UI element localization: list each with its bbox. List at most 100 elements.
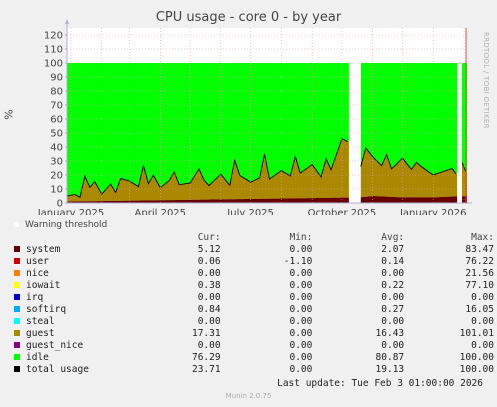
- cur-value: 23.71: [191, 364, 221, 375]
- warning-threshold-label: Warning threshold: [14, 220, 107, 230]
- series-name: guest_nice: [26, 340, 84, 351]
- series-name: iowait: [26, 280, 61, 291]
- y-tick-label: 40: [50, 143, 63, 154]
- y-tick-label: 70: [50, 101, 63, 112]
- stats-row-softirq: softirq 0.84 0.00 0.27 16.05: [14, 304, 494, 316]
- series-name: irq: [26, 292, 44, 303]
- series-name: idle: [26, 352, 49, 363]
- avg-value: 19.13: [375, 364, 405, 375]
- stats-row-user: user 0.06 -1.10 0.14 76.22: [14, 256, 494, 268]
- avg-value: 2.07: [381, 244, 405, 255]
- cur-value: 0.00: [197, 340, 221, 351]
- rrdtool-watermark: RRDTOOL / TOBI OETIKER: [482, 32, 490, 129]
- min-value: 0.00: [289, 304, 313, 315]
- max-value: 0.00: [471, 316, 494, 327]
- y-tick-label: 80: [50, 87, 63, 98]
- min-value: -1.10: [283, 256, 313, 267]
- stats-row-guest-nice: guest_nice 0.00 0.00 0.00 0.00: [14, 340, 494, 352]
- stats-header-cur: Cur:: [197, 232, 221, 243]
- total-usage-line: [461, 162, 467, 173]
- y-tick-label: 110: [44, 45, 63, 56]
- y-tick-label: 60: [50, 115, 63, 126]
- system-area: [360, 196, 458, 203]
- stats-header-max: Max:: [471, 232, 494, 243]
- cur-value: 5.12: [197, 244, 221, 255]
- y-tick-label: 50: [50, 129, 63, 140]
- cur-value: 17.31: [191, 328, 221, 339]
- swatch-irq: [14, 294, 20, 300]
- x-tick-label: July 2025: [226, 208, 274, 215]
- series-name: steal: [26, 316, 55, 327]
- guest-area: [67, 138, 349, 202]
- stats-table: Cur: Min: Avg: Max: system 5.12 0.00 2.0…: [14, 232, 494, 376]
- cur-value: 0.00: [197, 316, 221, 327]
- swatch-nice: [14, 270, 20, 276]
- stats-row-nice: nice 0.00 0.00 0.00 21.56: [14, 268, 494, 280]
- stats-row-idle: idle 76.29 0.00 80.87 100.00: [14, 352, 494, 364]
- min-value: 0.00: [289, 268, 313, 279]
- last-update: Last update: Tue Feb 3 01:00:00 2026: [277, 378, 483, 389]
- avg-value: 0.00: [381, 292, 405, 303]
- avg-value: 0.00: [381, 316, 405, 327]
- stats-row-iowait: iowait 0.38 0.00 0.22 77.10: [14, 280, 494, 292]
- x-tick-label: January 2026: [399, 208, 467, 215]
- min-value: 0.00: [289, 340, 313, 351]
- warning-threshold-swatch: [14, 222, 19, 227]
- cur-value: 0.00: [197, 268, 221, 279]
- max-value: 101.01: [459, 328, 494, 339]
- avg-value: 0.22: [381, 280, 405, 291]
- cpu-usage-chart: 0 10 20 30 40 50 60 70 80 90 100 110 120 January 2025…: [37, 19, 472, 215]
- stats-header-min: Min:: [289, 232, 313, 243]
- series-name: guest: [26, 328, 55, 339]
- swatch-guest: [14, 330, 20, 336]
- min-value: 0.00: [289, 280, 313, 291]
- max-value: 100.00: [459, 352, 494, 363]
- stats-header-name: [14, 232, 150, 244]
- y-axis-arrow: [65, 19, 69, 24]
- max-value: 21.56: [465, 268, 494, 279]
- stats-header-row: Cur: Min: Avg: Max:: [14, 232, 494, 244]
- swatch-user: [14, 258, 20, 264]
- cur-value: 0.06: [197, 256, 221, 267]
- idle-area: [67, 63, 349, 198]
- cur-value: 0.84: [197, 304, 221, 315]
- series-name: softirq: [26, 304, 67, 315]
- guest-area: [360, 147, 458, 198]
- swatch-total-usage: [14, 366, 20, 372]
- series-name: system: [26, 244, 61, 255]
- y-tick-label: 0: [57, 199, 63, 210]
- cur-value: 0.38: [197, 280, 221, 291]
- y-tick-label: 100: [44, 59, 63, 70]
- series-name: nice: [26, 268, 49, 279]
- warning-threshold-text: Warning threshold: [25, 220, 108, 230]
- stats-row-system: system 5.12 0.00 2.07 83.47: [14, 244, 494, 256]
- y-tick-label: 90: [50, 73, 63, 84]
- munin-version: Munin 2.0.75: [225, 392, 272, 400]
- y-tick-label: 120: [44, 31, 63, 42]
- swatch-system: [14, 246, 20, 252]
- avg-value: 16.43: [375, 328, 405, 339]
- stats-row-irq: irq 0.00 0.00 0.00 0.00: [14, 292, 494, 304]
- stats-row-steal: steal 0.00 0.00 0.00 0.00: [14, 316, 494, 328]
- min-value: 0.00: [289, 352, 313, 363]
- avg-value: 80.87: [375, 352, 405, 363]
- stats-header-avg: Avg:: [381, 232, 405, 243]
- avg-value: 0.14: [381, 256, 405, 267]
- x-tick-label: January 2025: [37, 208, 105, 215]
- max-value: 83.47: [465, 244, 494, 255]
- max-value: 0.00: [471, 292, 494, 303]
- max-value: 16.05: [465, 304, 494, 315]
- cur-value: 76.29: [191, 352, 221, 363]
- avg-value: 0.27: [381, 304, 405, 315]
- min-value: 0.00: [289, 328, 313, 339]
- min-value: 0.00: [289, 316, 313, 327]
- chart-title: CPU usage - core 0 - by year: [155, 10, 342, 25]
- max-value: 100.00: [459, 364, 494, 375]
- stats-row-guest: guest 17.31 0.00 16.43 101.01: [14, 328, 494, 340]
- y-tick-label: 10: [50, 185, 63, 196]
- swatch-steal: [14, 318, 20, 324]
- swatch-softirq: [14, 306, 20, 312]
- max-value: 76.22: [465, 256, 494, 267]
- series-name: user: [26, 256, 49, 267]
- y-tick-label: 20: [50, 171, 63, 182]
